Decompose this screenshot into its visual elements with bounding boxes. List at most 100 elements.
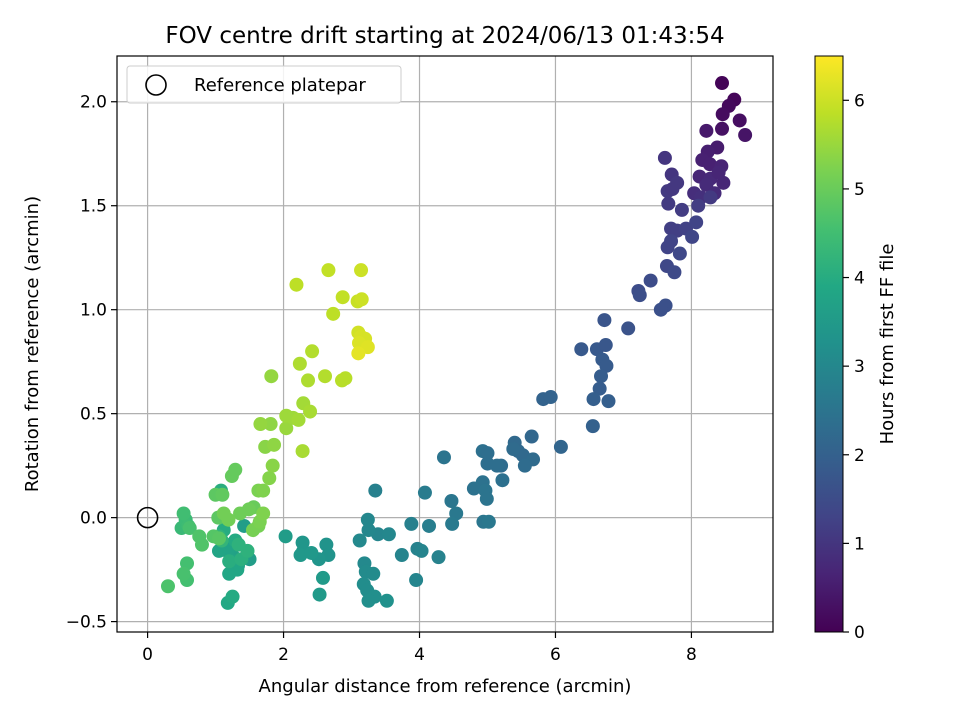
data-point	[379, 593, 394, 608]
data-point	[264, 369, 279, 384]
y-tick-label: 1.0	[80, 301, 107, 321]
data-point	[594, 369, 609, 384]
data-point	[160, 579, 175, 594]
data-point	[233, 506, 248, 521]
data-point	[597, 313, 612, 328]
data-point	[253, 417, 268, 432]
data-point	[685, 229, 700, 244]
data-point	[361, 593, 376, 608]
data-point	[231, 537, 246, 552]
data-point	[732, 113, 747, 128]
data-point	[481, 514, 496, 529]
data-point	[267, 437, 282, 452]
data-point	[176, 506, 191, 521]
data-point	[553, 439, 568, 454]
data-point	[354, 292, 369, 307]
data-point	[354, 263, 369, 278]
data-point	[194, 537, 209, 552]
data-point	[689, 215, 704, 230]
data-point	[599, 358, 614, 373]
colorbar-tick-label: 3	[854, 357, 865, 377]
data-point	[404, 516, 419, 531]
data-point	[632, 288, 647, 303]
x-tick-label: 2	[278, 645, 289, 665]
data-point	[381, 527, 396, 542]
data-point	[598, 338, 613, 353]
data-point	[422, 518, 437, 533]
data-point	[674, 202, 689, 217]
legend: Reference platepar	[126, 65, 402, 104]
data-point	[312, 587, 327, 602]
data-point	[667, 265, 682, 280]
data-point	[506, 442, 521, 457]
data-point	[524, 429, 539, 444]
data-point	[738, 128, 753, 143]
data-point	[263, 417, 278, 432]
x-tick-label: 4	[414, 645, 425, 665]
y-tick-label: 0.5	[80, 405, 107, 425]
data-point	[176, 566, 191, 581]
data-point	[215, 487, 230, 502]
data-point	[335, 290, 350, 305]
x-tick-label: 0	[142, 645, 153, 665]
data-point	[431, 550, 446, 565]
data-point	[444, 493, 459, 508]
data-point	[256, 483, 271, 498]
data-point	[480, 456, 495, 471]
data-point	[585, 419, 600, 434]
colorbar-tick-label: 0	[854, 623, 865, 643]
plot-frame	[116, 55, 774, 633]
data-point	[445, 516, 460, 531]
data-point	[711, 165, 726, 180]
data-point	[517, 458, 532, 473]
colorbar-tick-label: 6	[854, 91, 865, 111]
data-point	[305, 344, 320, 359]
data-point	[222, 554, 237, 569]
colorbar-label: Hours from first FF file	[877, 244, 898, 445]
data-point	[295, 444, 310, 459]
data-point	[665, 182, 680, 197]
data-point	[221, 512, 236, 527]
data-points	[160, 76, 753, 610]
legend-marker-icon	[145, 74, 167, 96]
data-point	[360, 512, 375, 527]
x-tick-label: 8	[686, 645, 697, 665]
data-point	[303, 404, 318, 419]
data-point	[278, 529, 293, 544]
data-point	[495, 473, 510, 488]
data-point	[315, 570, 330, 585]
data-point	[661, 196, 676, 211]
data-point	[352, 533, 367, 548]
data-point	[321, 263, 336, 278]
y-tick-label: −0.5	[66, 613, 107, 633]
legend-box	[126, 65, 402, 104]
x-axis: 0 2 4 6 8	[142, 632, 697, 665]
data-point	[293, 548, 308, 563]
data-point	[715, 76, 730, 91]
data-point	[672, 246, 687, 261]
data-point	[291, 412, 306, 427]
colorbar-tick-label: 5	[854, 180, 865, 200]
colorbar-tick-label: 2	[854, 446, 865, 466]
data-point	[211, 531, 226, 546]
y-axis-label: Rotation from reference (arcmin)	[22, 196, 43, 492]
data-point	[279, 421, 294, 436]
data-point	[466, 481, 481, 496]
colorbar: 0 1 2 3 4 5 6 Hours from first FF file	[814, 55, 898, 643]
data-point	[691, 198, 706, 213]
y-tick-label: 1.5	[80, 197, 107, 217]
colorbar-ticks: 0 1 2 3 4 5 6	[843, 91, 865, 643]
data-point	[222, 566, 237, 581]
data-point	[351, 346, 366, 361]
data-point	[326, 306, 341, 321]
data-point	[480, 446, 495, 461]
data-point	[228, 462, 243, 477]
data-point	[304, 545, 319, 560]
chart-title: FOV centre drift starting at 2024/06/13 …	[165, 23, 724, 49]
data-point	[479, 491, 494, 506]
data-point	[225, 589, 240, 604]
data-point	[262, 471, 277, 486]
data-point	[361, 523, 376, 538]
data-point	[338, 371, 353, 386]
data-point	[715, 121, 730, 136]
